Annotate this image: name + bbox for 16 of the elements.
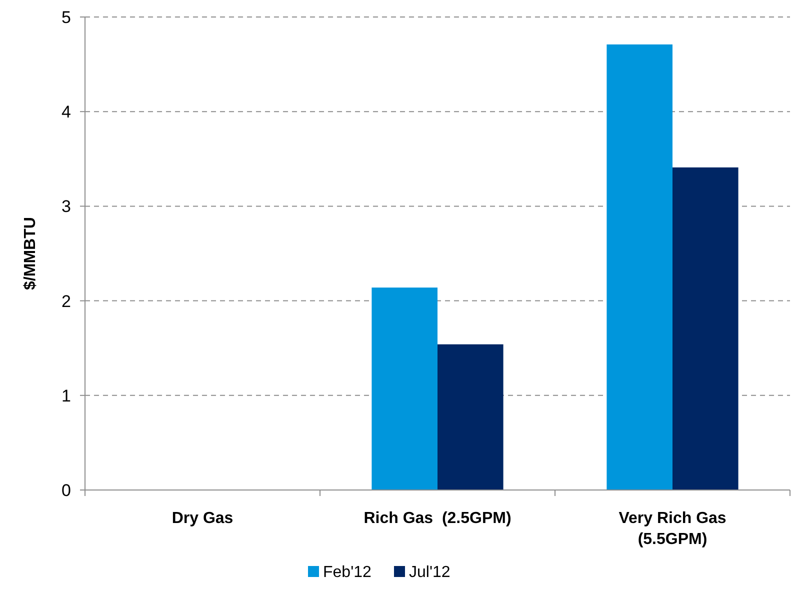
bar	[672, 167, 738, 490]
y-axis-title: $/MMBTU	[22, 217, 39, 290]
y-tick-label: 4	[62, 102, 71, 122]
legend-label: Feb'12	[323, 564, 372, 581]
x-tick-label: Dry Gas	[172, 510, 234, 527]
x-tick-label: Very Rich Gas (5.5GPM)	[618, 510, 726, 548]
bar	[372, 288, 438, 490]
bar	[438, 344, 504, 490]
y-tick-label: 3	[62, 197, 71, 216]
legend-label: Jul'12	[409, 564, 450, 581]
y-tick-label: 0	[62, 480, 71, 500]
y-tick-label: 1	[62, 386, 71, 406]
y-tick-label: 2	[62, 292, 71, 311]
bar	[606, 44, 672, 490]
y-tick-label: 5	[62, 8, 71, 27]
x-tick-label: Rich Gas (2.5GPM)	[364, 510, 512, 527]
